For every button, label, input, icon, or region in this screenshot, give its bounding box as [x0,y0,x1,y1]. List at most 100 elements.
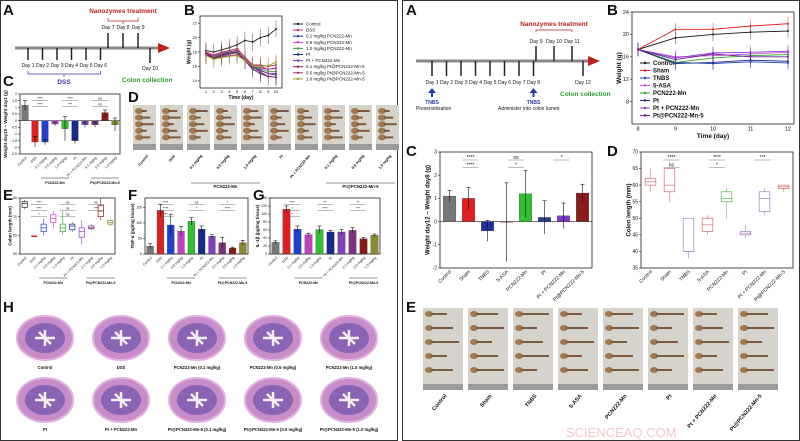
data-point [787,55,789,58]
significance-label: * [227,201,229,205]
y-tick-label: 20 [623,32,629,38]
dss-bracket [27,71,101,77]
timeline-arrowhead-icon [158,43,170,53]
colon-specimen [135,108,143,114]
histology-lumen [263,392,283,408]
plot-area [19,197,116,255]
x-tick-label: DSS [30,155,38,163]
y-tick-label: 60 [632,183,638,189]
box [21,201,28,208]
data-point [275,61,277,64]
y-tick-label: 150 [136,206,142,210]
colon-specimen [740,325,748,331]
x-tick-label: 7 [252,89,255,94]
box [663,168,676,193]
colon-specimen [162,127,170,134]
data-point [637,48,639,51]
ruler [376,144,399,150]
right-label-c: C [406,143,417,160]
significance-label: ns [513,155,519,161]
significance-label: **** [37,103,43,107]
right-treatment-label: Nanozymes treatment [520,21,588,28]
treatment-day-label: Day 11 [564,39,580,45]
box [88,225,95,230]
data-point [259,65,262,68]
colon-specimen [560,353,568,359]
y-axis-label: Weight (g) [616,52,623,84]
y-tick-label: 0 [265,252,267,256]
significance-label: ns [98,97,102,101]
ruler [558,384,598,390]
right-colon-photos: Control Sham TNBS 5-ASA PCN222-Mn Pt Pt + PCN2… [423,308,778,433]
bar [187,221,195,255]
x-tick-label: 8 [259,89,262,94]
y-tick-label: 8 [626,99,629,105]
significance-label: **** [668,155,676,161]
left-label-d: D [128,89,139,106]
y-tick-label: 0 [140,252,142,256]
colon-specimen [189,134,197,141]
colon-specimen [189,114,197,121]
significance-label: ns [66,207,70,211]
data-point [712,28,714,31]
significance-label: **** [37,97,43,101]
tnbs-second-label: TNBS [527,100,541,106]
photo-label: DSS [168,154,176,163]
data-point [712,61,714,64]
colon-specimen [425,311,433,317]
significance-label: **** [467,163,475,169]
y-tick-label: 100 [136,221,142,225]
box [758,191,771,213]
colon-specimen [695,353,703,359]
bar [208,236,216,255]
y-tick-label: 70 [13,215,17,219]
group-label: PCN222-Mn [214,184,238,189]
colon-specimen [162,114,170,121]
legend-marker [296,22,300,26]
colon-specimen [297,114,305,121]
significance-label: ** [324,201,327,205]
timeline-day-label: Day 7 [512,80,525,86]
bar [271,242,280,255]
colon-specimen [135,134,143,141]
histology-label: PCN222-Mn (1.0 mg/kg) [326,365,373,370]
left-label-b: B [184,2,195,19]
colon-specimen [650,353,658,359]
ruler [241,144,264,150]
legend-marker [643,91,647,95]
treatment-day-label: Day 9 [131,25,144,31]
left-weight-line-chart: 14 16 18 20 22 Weight (g) 1 2 3 4 5 6 7 8 9 10 Time (day… [187,15,365,101]
colon-specimen [216,134,224,141]
colon-specimen [189,127,197,134]
colon-specimen [243,134,251,141]
colon-specimen [695,325,703,331]
legend-marker [643,114,647,117]
colon-specimen [740,311,748,317]
histology-lumen [111,330,131,346]
x-tick-label: Control [142,256,153,267]
y-tick-label: 40 [632,249,638,255]
y-tick-label: 35 [632,266,638,272]
left-label-a: A [3,2,14,19]
data-point [243,59,246,62]
legend-label: 0.5 mg/kg PCN222-Mn [306,40,352,45]
colon-photo [558,308,598,390]
histology-lumen [187,330,207,346]
left-histology-images: Control DSS PCN222-Mn (0.1 mg/kg) PCN222-Mn… [16,315,379,432]
group-label: PCN222-Mn [299,281,318,285]
colon-specimen [605,367,613,373]
colon-specimen [470,325,478,331]
colon-specimen [605,339,613,345]
legend-label: Control [306,22,321,27]
y-tick-label: -0.5 [11,126,17,130]
legend-label: 1.0 mg/kg PCN222-Mn [306,46,352,51]
tnbs-first-note: Presensitization [416,106,452,112]
colon-specimen [515,367,523,373]
significance-label: ns [66,201,70,205]
colon-specimen [324,108,332,114]
colon-specimen [351,127,359,134]
colon-specimen [324,134,332,141]
y-tick-label: 18 [193,49,198,54]
colon-specimen [560,367,568,373]
legend-marker [643,61,647,65]
